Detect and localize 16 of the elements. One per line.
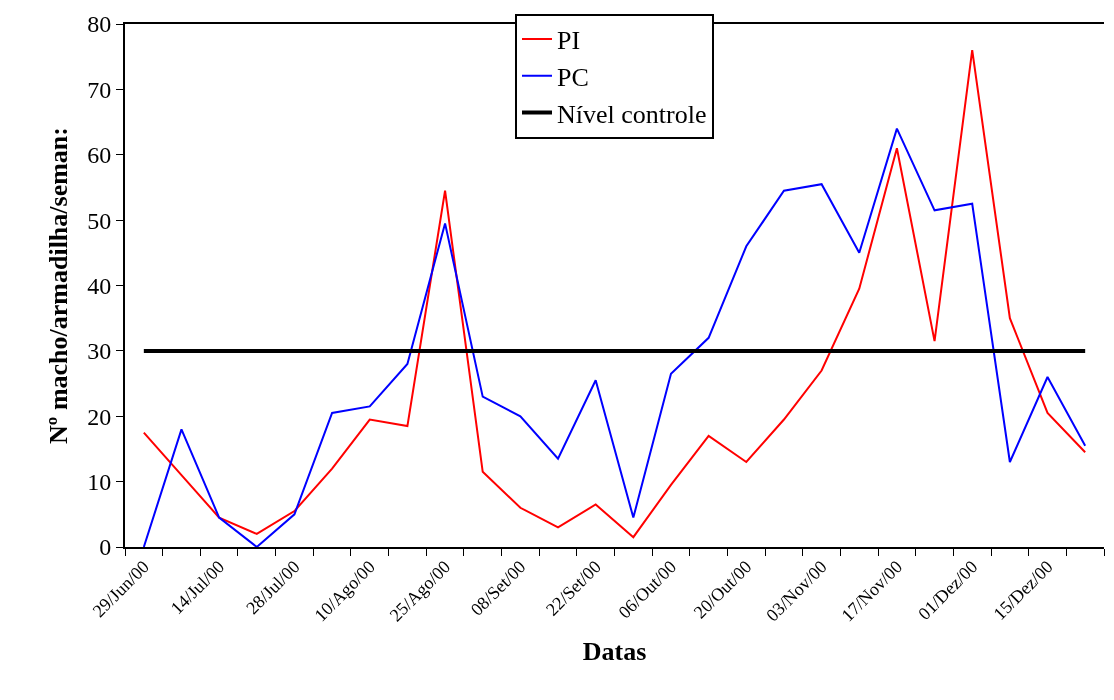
y-tick-label: 10 [87,469,112,496]
legend-label: Nível controle [557,99,707,129]
y-tick-label: 30 [87,338,112,365]
line-series [142,127,1087,547]
y-tick-label: 80 [87,11,112,38]
y-tick-label: 70 [87,76,112,103]
legend-label: PC [557,62,589,92]
y-tick-label: 0 [99,534,112,561]
x-axis-title: Datas [582,637,647,667]
line-series [142,49,1087,539]
y-tick-label: 40 [87,272,112,299]
y-tick-label: 60 [87,142,112,169]
y-tick-label: 50 [87,207,112,234]
y-tick-label: 20 [87,403,112,430]
legend-label: PI [557,26,581,56]
y-axis-title: Nº macho/armadilha/seman: [44,127,74,444]
